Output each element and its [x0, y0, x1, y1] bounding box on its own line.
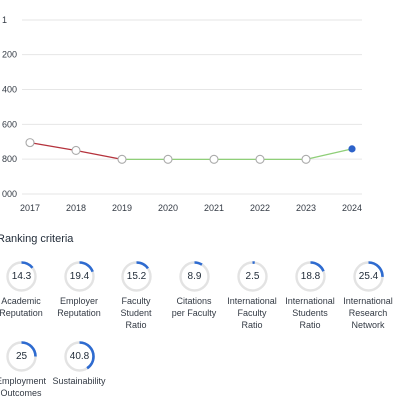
criterion-label-line: Ratio: [299, 320, 321, 330]
criterion-label-line: Faculty: [237, 308, 267, 318]
criterion-label-line: Research: [348, 308, 388, 318]
x-tick-label: 2017: [20, 203, 40, 213]
criterion-score: 8.9: [187, 271, 202, 282]
score-ring: 25.4: [352, 260, 385, 293]
y-tick-label: 400: [2, 84, 17, 94]
criterion-label: Employer Reputation: [47, 295, 111, 319]
criterion-label: Academic Reputation: [0, 295, 53, 319]
score-ring-fill: [353, 261, 384, 292]
score-ring: 40.8: [63, 340, 96, 373]
x-tick-label: 2018: [66, 203, 86, 213]
score-ring-graphic: [353, 261, 384, 292]
criterion-label: Employment Outcomes: [0, 375, 53, 399]
score-ring: 2.5: [236, 260, 269, 293]
line-segment: [305, 148, 353, 160]
score-ring-fill: [6, 261, 37, 292]
score-ring-graphic: [64, 261, 95, 292]
criterion-score: 2.5: [245, 271, 260, 282]
score-ring: 14.3: [5, 260, 38, 293]
score-ring: 19.4: [63, 260, 96, 293]
rank-trend-chart: 1 200 400 600 800 000 2017 2018 2019 2020 2021 202…: [2, 15, 362, 213]
criterion-label-line: International: [343, 296, 393, 306]
criterion-label-line: Sustainability: [52, 376, 106, 386]
criterion-label: International Faculty Ratio: [220, 295, 284, 331]
criterion-label-line: per Faculty: [171, 308, 217, 318]
y-axis-ticks: 1 200 400 600 800 000: [2, 15, 17, 199]
x-tick-label: 2019: [112, 203, 132, 213]
criterion-label-line: Reputation: [0, 308, 43, 318]
criterion-score: 14.3: [11, 271, 32, 282]
score-ring: 15.2: [120, 260, 153, 293]
x-tick-label: 2023: [296, 203, 316, 213]
criterion-label-line: Outcomes: [0, 388, 42, 398]
x-tick-label: 2024: [342, 203, 362, 213]
criterion-score: 40.8: [69, 351, 90, 362]
data-point[interactable]: [209, 154, 219, 164]
criterion-label: Sustainability: [47, 375, 111, 387]
score-ring: 25: [5, 340, 38, 373]
data-point[interactable]: [163, 154, 173, 164]
score-ring-graphic: [237, 261, 268, 292]
score-ring: 8.9: [178, 260, 211, 293]
y-tick-label: 000: [2, 189, 17, 199]
score-ring-fill: [121, 261, 152, 292]
rank-series-points[interactable]: [25, 138, 356, 164]
criterion-label-line: Ratio: [125, 320, 147, 330]
score-ring-fill: [64, 261, 95, 292]
criterion-label-line: Network: [351, 320, 385, 330]
score-ring-graphic: [121, 261, 152, 292]
line-segment: [75, 149, 123, 160]
y-tick-label: 600: [2, 119, 17, 129]
score-ring-graphic: [6, 341, 37, 372]
data-point-current[interactable]: [348, 145, 356, 153]
criterion-label-line: Employment: [0, 376, 47, 386]
data-point[interactable]: [117, 154, 127, 164]
x-tick-label: 2022: [250, 203, 270, 213]
y-tick-label: 200: [2, 50, 17, 60]
criterion-label-line: Ratio: [241, 320, 263, 330]
x-tick-label: 2020: [158, 203, 178, 213]
score-ring-graphic: [64, 341, 95, 372]
score-ring-graphic: [179, 261, 210, 292]
criterion-score: 15.2: [126, 271, 147, 282]
y-tick-label: 800: [2, 154, 17, 164]
criterion-label: International Research Network: [336, 295, 400, 331]
criterion-score: 18.8: [300, 271, 321, 282]
score-ring-fill: [64, 341, 95, 372]
rank-series-line: [29, 141, 353, 160]
criterion-score: 25.4: [358, 271, 379, 282]
criterion-label-line: International: [227, 296, 277, 306]
criterion-label-line: Citations: [176, 296, 212, 306]
criterion-label-line: Academic: [1, 296, 41, 306]
data-point[interactable]: [25, 138, 35, 148]
criterion-label-line: Student: [120, 308, 152, 318]
score-ring-graphic: [6, 261, 37, 292]
criterion-label-line: Reputation: [57, 308, 101, 318]
criterion-label-line: International: [285, 296, 335, 306]
x-axis-ticks: 2017 2018 2019 2020 2021 2022 2023 2024: [20, 203, 362, 213]
score-ring-graphic: [295, 261, 326, 292]
score-ring: 18.8: [294, 260, 327, 293]
criterion-label-line: Employer: [59, 296, 98, 306]
score-ring-fill: [179, 261, 210, 292]
criterion-label-line: Faculty: [121, 296, 151, 306]
criterion-label: Citations per Faculty: [162, 295, 226, 319]
line-segment: [29, 141, 77, 152]
criterion-score: 19.4: [69, 271, 90, 282]
data-point[interactable]: [255, 154, 265, 164]
x-tick-label: 2021: [204, 203, 224, 213]
data-point[interactable]: [301, 154, 311, 164]
criterion-label-line: Students: [292, 308, 328, 318]
criterion-score: 25: [15, 351, 28, 362]
criterion-label: Faculty Student Ratio: [104, 295, 168, 331]
score-ring-fill: [237, 261, 268, 292]
data-point[interactable]: [71, 145, 81, 156]
y-tick-label: 1: [2, 15, 7, 25]
ranking-criteria-title: Ranking criteria: [0, 233, 74, 245]
score-ring-fill: [295, 261, 326, 292]
criterion-label: International Students Ratio: [278, 295, 342, 331]
score-ring-fill: [6, 341, 37, 372]
